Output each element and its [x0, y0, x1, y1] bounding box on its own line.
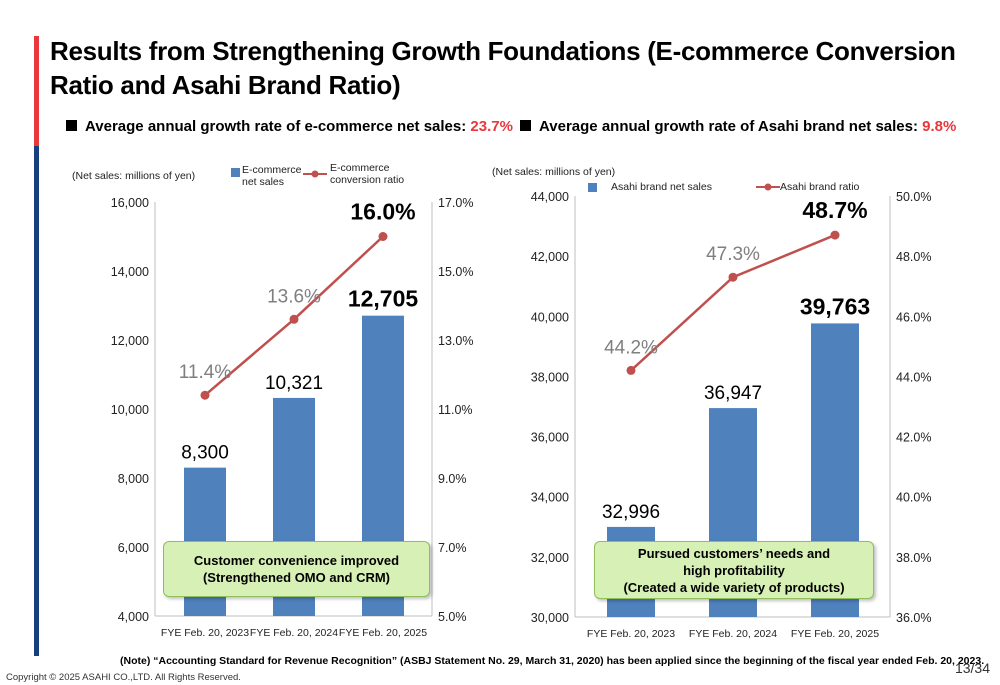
ecommerce-growth-label: Average annual growth rate of e-commerce… [85, 118, 471, 135]
ecom-ratio-value-label: 11.4% [179, 362, 232, 383]
ecom-legend-line-marker [311, 170, 319, 178]
ecom-y-tick: 6,000 [118, 541, 149, 555]
ecom-y-tick: 16,000 [111, 196, 149, 210]
ecom-y-tick: 14,000 [111, 265, 149, 279]
asahi-y-tick: 36,000 [531, 431, 569, 445]
asahi-legend-line-marker [764, 183, 772, 191]
accounting-note: (Note) “Accounting Standard for Revenue … [120, 655, 985, 667]
ecom-y-tick: 10,000 [111, 403, 149, 417]
ecom-legend-line-label: E-commerce [330, 162, 390, 174]
copyright-text: Copyright © 2025 ASAHI CO.,LTD. All Righ… [6, 672, 241, 683]
ecom-y2-tick: 15.0% [438, 265, 473, 279]
asahi-ratio-point [728, 272, 738, 282]
asahi-y2-tick: 44.0% [896, 370, 931, 384]
ecommerce-growth-heading: Average annual growth rate of e-commerce… [66, 118, 513, 135]
ecom-bar-value-label: 8,300 [181, 443, 229, 464]
page-number: 13/34 [954, 660, 990, 676]
ecom-y-tick: 12,000 [111, 334, 149, 348]
asahi-y2-tick: 48.0% [896, 250, 931, 264]
ecom-bar-value-label: 12,705 [348, 286, 419, 312]
asahi-brand-growth-label: Average annual growth rate of Asahi bran… [539, 118, 923, 135]
asahi-y2-tick: 38.0% [896, 551, 931, 565]
asahi-bar-value-label: 36,947 [704, 383, 762, 404]
asahi-y-tick: 32,000 [531, 551, 569, 565]
asahi-category-label: FYE Feb. 20, 2024 [689, 628, 777, 640]
asahi-brand-growth-rate: 9.8% [922, 118, 957, 135]
ecom-y-axis-title: (Net sales: millions of yen) [72, 170, 195, 182]
ecom-y2-tick: 17.0% [438, 196, 473, 210]
ecom-legend-line-label: conversion ratio [330, 174, 404, 186]
ecom-y2-tick: 9.0% [438, 472, 467, 486]
ecom-category-label: FYE Feb. 20, 2025 [339, 627, 427, 639]
ecommerce-growth-rate: 23.7% [470, 118, 513, 135]
asahi-legend-bar-swatch [588, 183, 597, 192]
ecom-ratio-point [200, 390, 210, 400]
asahi-brand-callout: Pursued customers’ needs and high profit… [594, 541, 874, 599]
ecommerce-callout: Customer convenience improved (Strengthe… [163, 541, 430, 597]
asahi-category-label: FYE Feb. 20, 2023 [587, 628, 675, 640]
asahi-brand-growth-heading: Average annual growth rate of Asahi bran… [520, 118, 956, 135]
asahi-y-tick: 38,000 [531, 370, 569, 384]
asahi-y-axis-title: (Net sales: millions of yen) [492, 166, 615, 178]
ecom-bar-value-label: 10,321 [265, 373, 323, 394]
asahi-legend-line-label: Asahi brand ratio [780, 181, 860, 193]
ecom-legend-bar-label: E-commerce [242, 164, 302, 176]
asahi-ratio-point [830, 230, 840, 240]
asahi-y-tick: 30,000 [531, 611, 569, 625]
asahi-category-label: FYE Feb. 20, 2025 [791, 628, 879, 640]
asahi-y2-tick: 46.0% [896, 310, 931, 324]
ecom-y-tick: 8,000 [118, 472, 149, 486]
ecom-y2-tick: 11.0% [438, 403, 473, 417]
asahi-y-tick: 42,000 [531, 250, 569, 264]
asahi-ratio-value-label: 44.2% [604, 337, 658, 358]
asahi-y-tick: 40,000 [531, 310, 569, 324]
asahi-ratio-point [626, 365, 636, 375]
ecom-y2-tick: 13.0% [438, 334, 473, 348]
title-accent-red [34, 36, 39, 146]
page-title: Results from Strengthening Growth Founda… [50, 36, 956, 100]
asahi-y2-tick: 42.0% [896, 431, 931, 445]
asahi-y-tick: 44,000 [531, 190, 569, 204]
side-accent-blue [34, 146, 39, 656]
asahi-ratio-value-label: 47.3% [706, 244, 760, 265]
ecom-y-tick: 4,000 [118, 610, 149, 624]
asahi-bar-value-label: 39,763 [800, 293, 870, 319]
asahi-y-tick: 34,000 [531, 491, 569, 505]
ecom-ratio-value-label: 13.6% [267, 286, 321, 307]
asahi-legend-bar-label: Asahi brand net sales [611, 181, 712, 193]
bullet-square-icon [520, 120, 531, 131]
ecom-category-label: FYE Feb. 20, 2024 [250, 627, 338, 639]
ecom-y2-tick: 5.0% [438, 610, 467, 624]
ecom-legend-bar-swatch [231, 168, 240, 177]
asahi-y2-tick: 36.0% [896, 611, 931, 625]
asahi-y2-tick: 50.0% [896, 190, 931, 204]
ecom-y2-tick: 7.0% [438, 541, 467, 555]
ecom-ratio-value-label: 16.0% [350, 199, 415, 225]
ecom-ratio-point [378, 232, 388, 241]
asahi-y2-tick: 40.0% [896, 491, 931, 505]
ecom-legend-bar-label: net sales [242, 176, 284, 188]
bullet-square-icon [66, 120, 77, 131]
ecom-ratio-point [289, 314, 299, 324]
asahi-bar-value-label: 32,996 [602, 502, 660, 523]
ecom-category-label: FYE Feb. 20, 2023 [161, 627, 249, 639]
asahi-ratio-value-label: 48.7% [802, 197, 867, 223]
